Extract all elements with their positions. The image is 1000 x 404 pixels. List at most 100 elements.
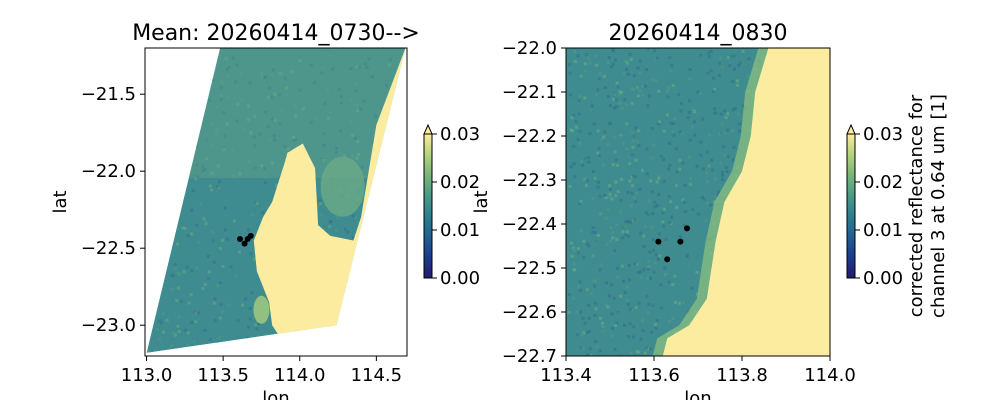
texture-pixel: [616, 117, 620, 121]
panel-2-title: 20260414_0830: [609, 21, 788, 46]
texture-pixel: [682, 200, 686, 204]
texture-pixel: [571, 296, 575, 300]
texture-pixel: [608, 294, 612, 298]
texture-pixel: [661, 220, 665, 224]
texture-pixel: [723, 109, 727, 113]
texture-pixel: [610, 197, 614, 201]
texture-pixel: [578, 202, 582, 206]
texture-pixel: [588, 61, 592, 65]
texture-pixel: [632, 74, 636, 78]
texture-pixel: [655, 56, 659, 60]
texture-pixel: [590, 69, 594, 73]
texture-pixel: [672, 67, 676, 71]
texture-pixel: [676, 264, 680, 268]
texture-pixel: [722, 131, 726, 135]
x-tick-label: 114.5: [351, 365, 403, 386]
texture-pixel: [705, 180, 709, 184]
texture-pixel: [713, 107, 717, 111]
texture-pixel: [627, 334, 631, 338]
texture-pixel: [624, 233, 628, 237]
y-tick-label: −22.6: [502, 302, 557, 323]
texture-pixel: [696, 142, 700, 146]
texture-pixel: [704, 219, 708, 223]
texture-pixel: [649, 347, 653, 351]
texture-pixel: [590, 138, 594, 142]
texture-pixel: [695, 164, 699, 168]
texture-pixel: [576, 138, 580, 142]
texture-pixel: [741, 104, 745, 108]
texture-pixel: [596, 233, 600, 237]
texture-pixel: [618, 93, 622, 97]
texture-pixel: [621, 118, 625, 122]
texture-pixel: [716, 190, 720, 194]
texture-pixel: [613, 150, 617, 154]
texture-pixel: [695, 241, 699, 245]
texture-pixel: [639, 231, 643, 235]
texture-pixel: [619, 148, 623, 152]
texture-pixel: [592, 65, 596, 69]
texture-pixel: [674, 147, 678, 151]
texture-pixel: [696, 90, 700, 94]
texture-pixel: [593, 301, 597, 305]
texture-pixel: [652, 143, 656, 147]
texture-pixel: [595, 93, 599, 97]
texture-pixel: [712, 76, 716, 80]
texture-pixel: [588, 111, 592, 115]
texture-pixel: [590, 104, 594, 108]
texture-pixel: [601, 188, 605, 192]
texture-pixel: [613, 135, 617, 139]
texture-pixel: [630, 191, 634, 195]
texture-pixel: [661, 211, 665, 215]
texture-pixel: [630, 259, 634, 263]
texture-pixel: [699, 53, 703, 57]
texture-pixel: [693, 120, 697, 124]
texture-pixel: [580, 159, 584, 163]
texture-pixel: [721, 178, 725, 182]
texture-pixel: [638, 270, 642, 274]
texture-pixel: [594, 339, 598, 343]
texture-pixel: [628, 150, 632, 154]
texture-pixel: [592, 165, 596, 169]
texture-pixel: [594, 279, 598, 283]
texture-pixel: [567, 190, 571, 194]
texture-pixel: [641, 93, 645, 97]
texture-pixel: [742, 55, 746, 59]
texture-pixel: [703, 138, 707, 142]
texture-pixel: [623, 59, 627, 63]
texture-pixel: [578, 141, 582, 145]
texture-pixel: [690, 248, 694, 252]
y-tick-label: −21.5: [81, 84, 136, 105]
texture-pixel: [583, 267, 587, 271]
texture-pixel: [647, 302, 651, 306]
texture-pixel: [653, 49, 657, 53]
panel-1-ticks: 113.0 113.5 114.0 114.5 −21.5 −22.0 −22.5 −23.0: [81, 84, 402, 386]
texture-pixel: [677, 93, 681, 97]
texture-pixel: [623, 98, 627, 102]
texture-pixel: [637, 350, 641, 354]
texture-pixel: [598, 239, 602, 243]
texture-pixel: [655, 137, 659, 141]
x-tick-label: 114.0: [274, 365, 326, 386]
texture-pixel: [667, 280, 671, 284]
texture-pixel: [618, 104, 622, 108]
texture-pixel: [617, 252, 621, 256]
texture-pixel: [654, 253, 658, 257]
texture-pixel: [625, 231, 629, 235]
texture-pixel: [638, 217, 642, 221]
texture-pixel: [739, 64, 743, 68]
texture-pixel: [662, 179, 666, 183]
texture-pixel: [584, 184, 588, 188]
texture-pixel: [633, 196, 637, 200]
texture-pixel: [674, 184, 678, 188]
texture-pixel: [578, 280, 582, 284]
texture-pixel: [593, 313, 597, 317]
texture-pixel: [646, 104, 650, 108]
texture-pixel: [678, 301, 682, 305]
texture-pixel: [733, 107, 737, 111]
texture-pixel: [631, 131, 635, 135]
texture-pixel: [725, 174, 729, 178]
texture-pixel: [640, 217, 644, 221]
texture-pixel: [627, 263, 631, 267]
texture-pixel: [610, 334, 614, 338]
texture-pixel: [600, 321, 604, 325]
